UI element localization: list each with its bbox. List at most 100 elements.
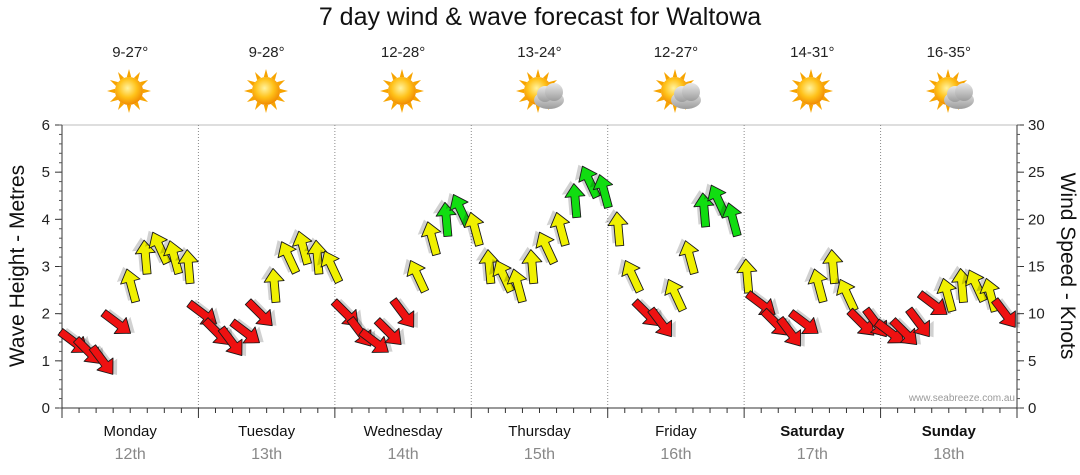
y-left-tick-label: 1 (42, 353, 50, 370)
wind-arrow (574, 164, 601, 200)
wind-arrow (460, 210, 485, 247)
wind-arrow (660, 277, 687, 313)
sunny-icon (380, 69, 425, 113)
day-temperature-range: 9-27° (112, 44, 149, 61)
wind-arrow (589, 172, 614, 209)
y-left-tick-label: 4 (42, 211, 50, 228)
wind-arrow (373, 317, 406, 345)
wind-arrow (675, 238, 699, 276)
wind-arrow (933, 276, 957, 313)
day-name-label: Thursday (508, 423, 571, 440)
day-name-label: Friday (655, 423, 697, 440)
y-right-tick-label: 25 (1028, 164, 1045, 181)
wind-arrow (145, 230, 172, 266)
day-temperature-range: 12-28° (380, 44, 426, 61)
day-name-label: Tuesday (238, 423, 295, 440)
wind-arrow (991, 297, 1020, 328)
y-left-tick-label: 2 (42, 306, 50, 323)
day-name-label: Sunday (922, 423, 977, 440)
wind-arrow (417, 219, 442, 257)
y-left-tick-label: 6 (42, 117, 50, 134)
day-forecast: 14-31° (744, 40, 880, 115)
wind-arrow (776, 316, 805, 347)
wind-arrow (518, 246, 543, 285)
partly-cloudy-icon (516, 69, 565, 113)
day-forecast: 9-27° (62, 40, 198, 115)
day-name-label: Wednesday (364, 423, 443, 440)
wind-arrow (389, 297, 418, 328)
wind-arrow (288, 229, 313, 266)
day-forecast: 12-27° (608, 40, 744, 115)
wind-arrow (546, 210, 571, 247)
y-axis-right-title: Wind Speed - Knots (1056, 173, 1079, 360)
plot-frame (61, 124, 1018, 409)
wind-arrow (260, 265, 285, 304)
wind-arrow (647, 306, 676, 338)
wind-arrow (503, 266, 528, 304)
sunny-icon (243, 69, 288, 113)
wind-arrow (175, 246, 199, 285)
y-right-tick-label: 20 (1028, 211, 1045, 228)
day-date-label: 17th (797, 446, 828, 463)
wind-arrow (733, 256, 758, 294)
day-name-label: Saturday (780, 423, 845, 440)
wind-arrow (718, 200, 742, 238)
wind-arrow (403, 259, 430, 294)
wind-arrow (832, 277, 859, 313)
watermark: www.seabreeze.com.au (908, 393, 1015, 404)
wind-arrow (788, 309, 823, 334)
wind-arrow (916, 290, 952, 316)
y-right-tick-label: 30 (1028, 117, 1045, 134)
wind-arrow (819, 246, 844, 285)
wind-arrow (690, 190, 715, 228)
y-right-tick-label: 5 (1028, 353, 1036, 370)
wind-arrow (617, 259, 644, 294)
wind-arrow (604, 209, 629, 247)
wind-arrow (116, 266, 141, 304)
partly-cloudy-icon (925, 69, 974, 113)
day-forecast: 9-28° (198, 40, 334, 115)
wind-arrow (488, 259, 515, 294)
day-forecast: 12-28° (335, 40, 471, 115)
day-name-label: Monday (104, 423, 158, 440)
day-date-label: 12th (115, 446, 146, 463)
sunny-icon (107, 69, 152, 113)
day-date-label: 16th (660, 446, 691, 463)
day-date-label: 18th (933, 446, 964, 463)
wind-arrow (745, 290, 780, 316)
y-right-tick-label: 10 (1028, 306, 1045, 323)
day-date-label: 15th (524, 446, 555, 463)
day-forecast: 13-24° (471, 40, 607, 115)
wind-arrow (432, 199, 457, 238)
wind-arrow (445, 193, 472, 228)
wind-arrow (846, 307, 879, 336)
wind-arrow (317, 249, 344, 285)
sunny-icon (789, 69, 834, 113)
wind-arrow (88, 344, 118, 375)
wind-arrow (561, 180, 586, 219)
wind-arrow (905, 306, 934, 338)
wind-arrow (100, 309, 135, 334)
y-right-tick-label: 15 (1028, 259, 1045, 276)
wind-arrow (132, 237, 156, 275)
day-temperature-range: 12-27° (653, 44, 699, 61)
wind-arrow (229, 318, 264, 344)
day-forecast-header: 9-27° 9-28° 12-28° 13-24° 12-27° 14-31° 16-35° (62, 40, 1017, 130)
y-left-tick-label: 0 (42, 400, 50, 417)
y-left-tick-label: 5 (42, 164, 50, 181)
wind-arrow (961, 268, 988, 303)
day-date-label: 14th (388, 446, 419, 463)
y-axis-left-title: Wave Height - Metres (6, 165, 29, 367)
day-temperature-range: 14-31° (790, 44, 835, 61)
day-temperature-range: 16-35° (926, 44, 971, 61)
day-date-label: 13th (251, 446, 282, 463)
wind-arrow (703, 183, 730, 219)
wind-arrow (889, 317, 921, 345)
partly-cloudy-icon (652, 69, 701, 113)
wind-arrow (531, 230, 558, 266)
day-temperature-range: 9-28° (248, 44, 285, 61)
wind-arrow (159, 238, 184, 276)
day-temperature-range: 13-24° (517, 44, 562, 61)
wind-arrow (948, 265, 973, 304)
